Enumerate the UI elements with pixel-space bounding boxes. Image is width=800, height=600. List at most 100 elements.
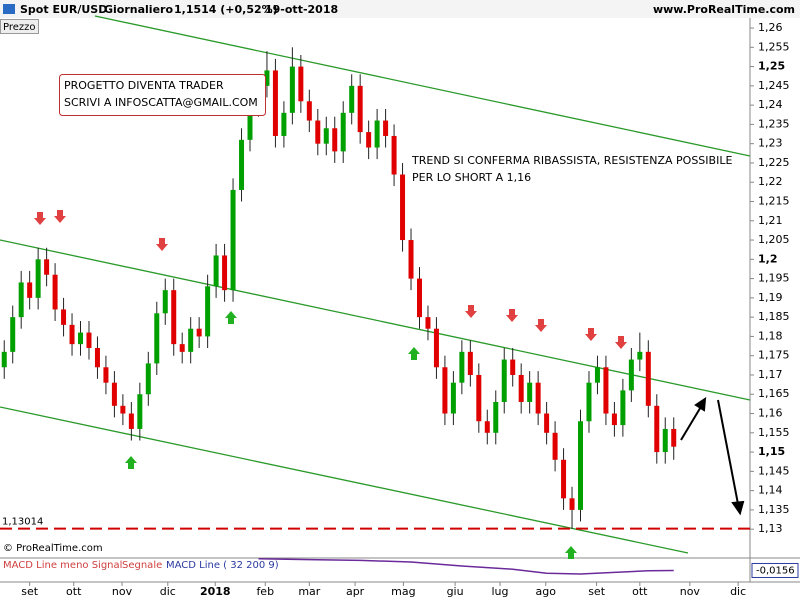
candle-body [527, 382, 533, 402]
candle-body [493, 401, 499, 433]
sell-signal [156, 238, 168, 251]
candle-body [637, 351, 643, 360]
y-tick-label: 1,14 [758, 484, 783, 497]
y-tick-label: 1,2 [758, 252, 778, 265]
candle-body [44, 259, 50, 275]
trend-line [0, 406, 689, 554]
icon [3, 4, 15, 14]
candle-body [69, 324, 75, 345]
y-tick-label: 1,21 [758, 214, 783, 227]
macd-value-label: -0,0156 [756, 565, 795, 576]
candle-body [552, 432, 558, 460]
candle-body [61, 309, 67, 325]
candle-body [35, 259, 41, 298]
candle-body [281, 112, 287, 136]
candle-body [476, 374, 482, 422]
candle-body [323, 128, 329, 144]
candle-body [586, 382, 592, 422]
arrowhead [694, 397, 707, 412]
candle-body [18, 282, 24, 318]
y-tick-label: 1,15 [758, 445, 785, 458]
y-tick-label: 1,255 [758, 40, 790, 53]
x-tick-label: dic [730, 585, 746, 598]
y-tick-label: 1,22 [758, 175, 783, 188]
candle-body [86, 332, 92, 348]
x-tick-label: mag [391, 585, 415, 598]
y-tick-label: 1,24 [758, 98, 783, 111]
sell-signal [54, 210, 66, 223]
candle-body [561, 459, 567, 499]
candle-body [272, 70, 278, 136]
candle-body [357, 85, 363, 133]
buy-signal [225, 311, 237, 324]
y-tick-label: 1,18 [758, 329, 783, 342]
x-tick-label: set [588, 585, 605, 598]
candle-body [179, 344, 185, 352]
candle-body [383, 120, 389, 136]
candle-body [111, 382, 117, 406]
candle-body [315, 120, 321, 144]
sell-signal [34, 212, 46, 225]
last-price: 1,1514 (+0,52%) [174, 3, 278, 16]
candle-body [196, 328, 202, 337]
macd-line [258, 558, 674, 575]
annotation: PROGETTO DIVENTA TRADER [64, 79, 224, 92]
candle-body [298, 66, 304, 102]
candle-body [332, 128, 338, 152]
x-tick-label: ott [66, 585, 82, 598]
y-tick-label: 1,16 [758, 407, 783, 420]
arrow [717, 399, 739, 505]
annotation-box [59, 74, 266, 116]
candle-body [247, 105, 253, 140]
macd-legend: Segnale [122, 560, 162, 571]
candle-body [400, 174, 406, 241]
candle-body [366, 132, 372, 148]
candle-body [230, 189, 236, 291]
candle-body [78, 332, 84, 345]
candle-body [264, 70, 270, 86]
y-tick-label: 1,245 [758, 79, 790, 92]
candle-body [484, 421, 490, 433]
buy-signal [565, 546, 577, 559]
candle-body [510, 359, 516, 375]
y-tick-label: 1,235 [758, 117, 790, 130]
sell-signal [615, 336, 627, 349]
candle-body [391, 135, 397, 175]
date: 19-ott-2018 [265, 3, 338, 16]
buy-signal [408, 347, 420, 360]
x-tick-label: apr [346, 585, 365, 598]
period: Giornaliero [104, 3, 173, 16]
candle-body [416, 278, 422, 318]
sell-signal [585, 328, 597, 341]
sell-signal [535, 319, 547, 332]
candle-body [671, 428, 677, 447]
annotation: SCRIVI A INFOSCATTA@GMAIL.COM [64, 96, 258, 109]
y-tick-label: 1,195 [758, 272, 790, 285]
candle-body [289, 66, 295, 113]
candle-body [340, 112, 346, 152]
candle-body [578, 421, 584, 510]
candle-body [145, 363, 151, 395]
candle-body [594, 367, 600, 383]
candle-body [459, 351, 465, 383]
panel-label: Prezzo [3, 22, 36, 33]
candle-body [654, 405, 660, 453]
candle-body [374, 120, 380, 148]
y-tick-label: 1,13 [758, 522, 783, 535]
x-tick-label: lug [491, 585, 508, 598]
candle-body [162, 290, 168, 314]
candle-body [433, 328, 439, 368]
arrowhead [731, 500, 745, 516]
candle-body [188, 328, 194, 352]
y-tick-label: 1,23 [758, 137, 783, 150]
candle-body [306, 101, 312, 121]
support-label: 1,13014 [2, 517, 43, 528]
candle-body [94, 347, 100, 368]
y-tick-label: 1,26 [758, 21, 783, 34]
y-tick-label: 1,185 [758, 310, 790, 323]
y-tick-label: 1,19 [758, 291, 783, 304]
y-tick-label: 1,155 [758, 426, 790, 439]
x-tick-label: nov [112, 585, 133, 598]
y-tick-label: 1,165 [758, 387, 790, 400]
